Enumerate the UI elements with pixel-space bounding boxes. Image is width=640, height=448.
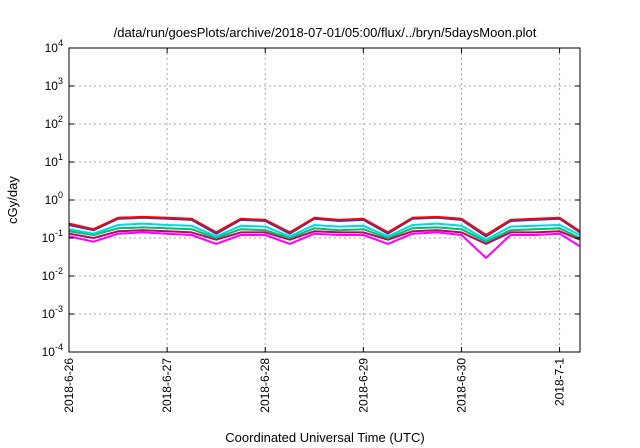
grid bbox=[69, 48, 580, 352]
x-tick-label: 2018-6-30 bbox=[454, 358, 468, 413]
y-tick-label: 103 bbox=[45, 76, 63, 93]
y-tick-label: 10-4 bbox=[42, 342, 63, 359]
y-tick-label: 100 bbox=[45, 190, 63, 207]
series-layer bbox=[68, 215, 581, 259]
y-tick-label: 104 bbox=[45, 38, 63, 55]
y-tick-label: 102 bbox=[45, 114, 63, 131]
y-tick-label: 10-2 bbox=[42, 266, 63, 283]
chart-title: /data/run/goesPlots/archive/2018-07-01/0… bbox=[114, 25, 537, 40]
x-tick-label: 2018-6-29 bbox=[356, 358, 370, 413]
series-line bbox=[68, 222, 581, 241]
x-tick-label: 2018-6-27 bbox=[160, 358, 174, 413]
series-line bbox=[68, 215, 581, 236]
ticks: 10-4 10-3 10-2 10-1 100 101 102 103 104 2018-6-26… bbox=[42, 38, 580, 413]
series-line bbox=[68, 229, 581, 245]
series-line bbox=[68, 226, 581, 243]
x-axis-label: Coordinated Universal Time (UTC) bbox=[225, 430, 424, 445]
x-tick-label: 2018-6-26 bbox=[62, 358, 76, 413]
x-tick-label: 2018-6-28 bbox=[258, 358, 272, 413]
y-tick-label: 10-1 bbox=[42, 228, 63, 245]
y-tick-label: 10-3 bbox=[42, 304, 63, 321]
x-tick-label: 2018-7-1 bbox=[553, 358, 567, 406]
series-line bbox=[68, 231, 581, 259]
y-axis-label: cGy/day bbox=[5, 176, 20, 224]
y-tick-label: 101 bbox=[45, 152, 63, 169]
